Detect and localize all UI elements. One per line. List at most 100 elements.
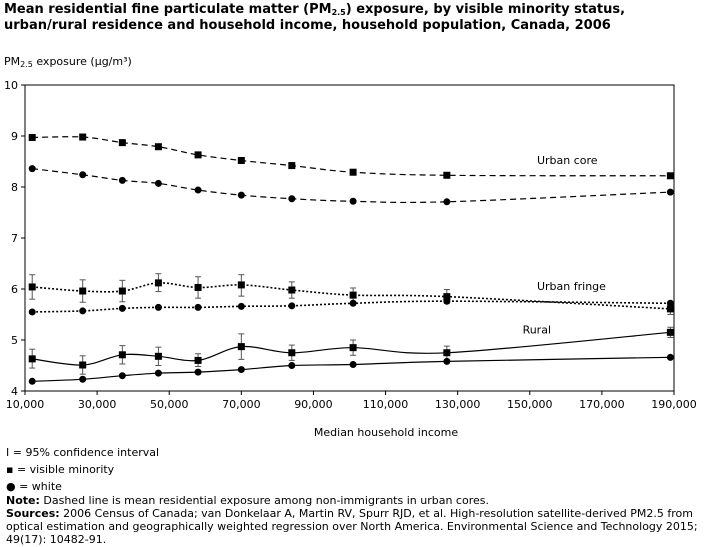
data-point-circle: [237, 302, 245, 310]
x-tick-label: 190,000: [651, 398, 697, 411]
data-point-square: [349, 168, 357, 176]
data-point-square: [28, 134, 36, 142]
data-point-square: [443, 293, 451, 301]
sources-text: 2006 Census of Canada; van Donkelaar A, …: [6, 507, 698, 546]
data-point-circle: [28, 377, 36, 385]
data-point-circle: [118, 304, 126, 312]
data-point-circle: [443, 357, 451, 365]
y-axis-label-subscript: 2.5: [20, 60, 33, 69]
data-point-square: [28, 283, 36, 291]
y-tick-label: 5: [11, 334, 18, 347]
data-point-circle: [154, 179, 162, 187]
data-point-square: [349, 344, 357, 352]
data-point-square: [288, 162, 296, 170]
axes: 10,000 30,000 50,000 70,000 90,000 110,000 130…: [4, 79, 697, 411]
note-text: Dashed line is mean residential exposure…: [39, 494, 489, 507]
data-point-circle: [194, 368, 202, 376]
y-axis-label-unit: exposure (µg/m³): [32, 55, 132, 68]
data-point-circle: [28, 308, 36, 316]
chart-title-text: Mean residential fine particulate matter…: [4, 2, 332, 17]
x-tick-label: 170,000: [579, 398, 625, 411]
chart-title-text-end: ) exposure, by visible minority status, …: [4, 2, 626, 33]
data-point-circle: [237, 191, 245, 199]
data-point-square: [237, 343, 245, 351]
y-tick-label: 7: [11, 232, 18, 245]
y-axis-label-text: PM: [4, 55, 21, 68]
y-tick-label: 8: [11, 181, 18, 194]
data-point-circle: [154, 369, 162, 377]
y-tick-label: 10: [4, 79, 18, 92]
data-point-circle: [118, 372, 126, 380]
x-tick-label: 150,000: [507, 398, 553, 411]
data-point-square: [28, 355, 36, 363]
legend: I = 95% confidence interval ▪ = visible …: [6, 444, 159, 495]
data-point-circle: [666, 353, 674, 361]
data-point-circle: [666, 188, 674, 196]
sources-label: Sources:: [6, 507, 60, 520]
data-point-circle: [79, 171, 87, 179]
data-point-square: [288, 349, 296, 357]
data-point-circle: [154, 303, 162, 311]
data-point-circle: [349, 197, 357, 205]
x-tick-label: 30,000: [78, 398, 117, 411]
data-point-square: [118, 139, 126, 147]
data-point-square: [79, 287, 87, 295]
series-line: [32, 356, 671, 382]
data-point-circle: [288, 195, 296, 203]
plot-area: [24, 84, 675, 392]
data-point-square: [79, 361, 87, 369]
y-axis-label: PM2.5 exposure (µg/m³): [4, 55, 132, 69]
data-point-square: [118, 287, 126, 295]
data-point-circle: [443, 297, 451, 305]
chart-title: Mean residential fine particulate matter…: [4, 2, 644, 34]
series-annotation: Urban core: [537, 154, 598, 167]
notes: Note: Dashed line is mean residential ex…: [6, 494, 698, 546]
annotations-layer: Urban core Urban fringe Rural: [523, 154, 607, 336]
series-layer: [28, 133, 674, 385]
x-tick-label: 10,000: [6, 398, 45, 411]
data-point-circle: [194, 303, 202, 311]
data-point-square: [443, 171, 451, 179]
data-point-circle: [443, 198, 451, 206]
data-point-square: [194, 356, 202, 364]
data-point-square: [666, 305, 674, 313]
data-point-square: [154, 279, 162, 287]
data-point-square: [118, 351, 126, 359]
data-point-square: [666, 172, 674, 180]
y-tick-label: 4: [11, 385, 18, 398]
data-point-circle: [288, 302, 296, 310]
data-point-square: [349, 291, 357, 299]
x-tick-label: 90,000: [294, 398, 333, 411]
series-annotation: Rural: [523, 323, 551, 336]
legend-ci: I = 95% confidence interval: [6, 446, 160, 459]
data-point-circle: [79, 375, 87, 383]
data-point-circle: [118, 176, 126, 184]
data-point-circle: [28, 165, 36, 173]
data-point-circle: [666, 299, 674, 307]
data-point-circle: [288, 362, 296, 369]
x-tick-label: 130,000: [435, 398, 481, 411]
note-label: Note:: [6, 494, 40, 507]
data-point-circle: [349, 360, 357, 368]
x-tick-label: 110,000: [363, 398, 409, 411]
data-point-square: [154, 143, 162, 151]
data-point-square: [237, 156, 245, 164]
data-point-square: [79, 133, 87, 141]
y-tick-label: 6: [11, 283, 18, 296]
note: Note: Dashed line is mean residential ex…: [6, 494, 698, 507]
x-tick-label: 50,000: [150, 398, 189, 411]
data-point-circle: [349, 299, 357, 307]
series-annotation: Urban fringe: [537, 280, 606, 293]
legend-white: ● = white: [6, 480, 62, 493]
data-point-square: [154, 352, 162, 360]
data-point-square: [237, 281, 245, 289]
data-point-square: [194, 151, 202, 159]
chart-title-subscript: 2.5: [331, 8, 346, 17]
data-point-circle: [79, 307, 87, 315]
data-point-square: [666, 328, 674, 336]
data-point-circle: [237, 366, 245, 374]
legend-visible-minority: ▪ = visible minority: [6, 463, 115, 476]
y-tick-label: 9: [11, 130, 18, 143]
data-point-square: [443, 349, 451, 357]
